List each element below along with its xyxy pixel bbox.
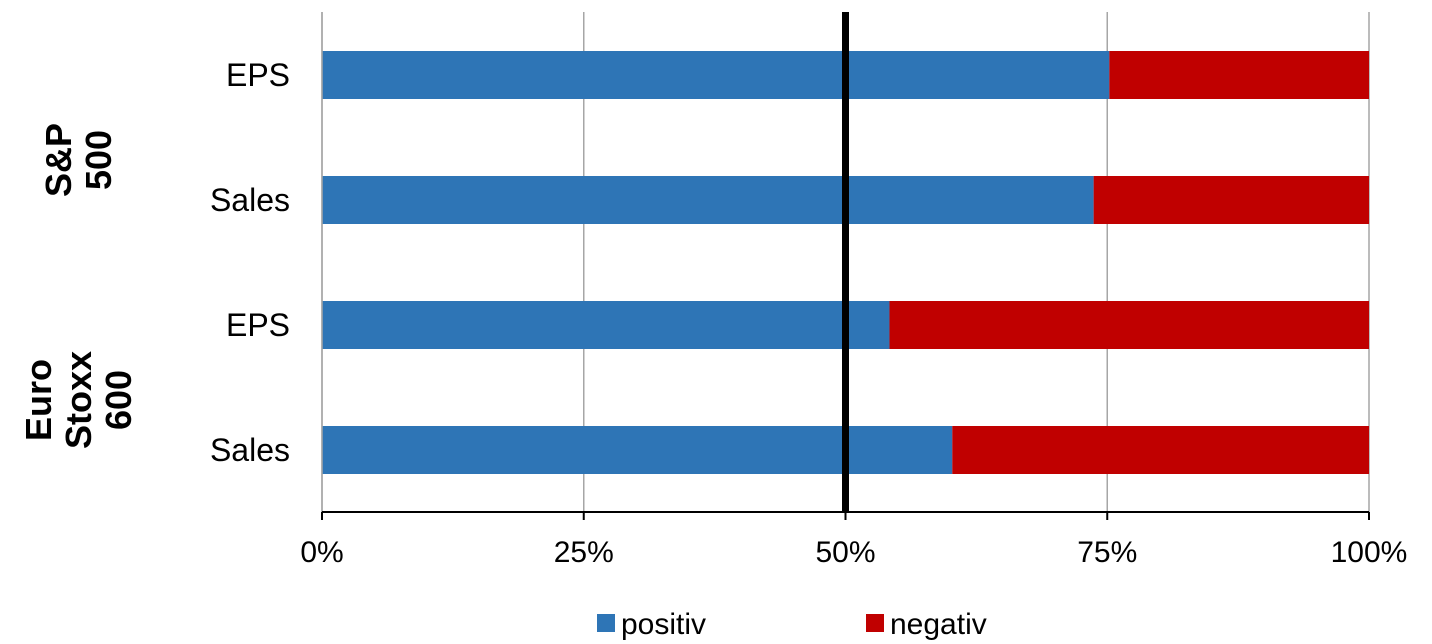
bars xyxy=(322,51,1369,474)
legend: positiv negativ xyxy=(597,608,987,641)
legend-item-positiv: positiv xyxy=(597,608,706,641)
bar-negativ-3 xyxy=(952,426,1369,474)
group-label-1-line-0: Euro xyxy=(18,359,59,441)
group-label-0-line-1: 500 xyxy=(78,130,119,190)
x-tick-label-1: 25% xyxy=(554,536,614,569)
bar-positiv-1 xyxy=(322,176,1094,224)
x-tick-label-0: 0% xyxy=(300,536,343,569)
legend-item-negativ: negativ xyxy=(866,608,987,641)
category-label-1: Sales xyxy=(210,182,290,218)
x-tick-label-2: 50% xyxy=(815,536,875,569)
category-label-0: EPS xyxy=(226,57,290,93)
bar-negativ-2 xyxy=(889,301,1369,349)
group-labels: S&P 500 Euro Stoxx 600 xyxy=(18,123,139,449)
legend-label-positiv: positiv xyxy=(621,608,706,641)
bar-positiv-0 xyxy=(322,51,1110,99)
bar-positiv-2 xyxy=(322,301,890,349)
group-label-0: S&P 500 xyxy=(38,123,119,197)
category-label-2: EPS xyxy=(226,307,290,343)
legend-swatch-negativ xyxy=(866,614,884,632)
x-tick-label-3: 75% xyxy=(1077,536,1137,569)
group-label-1: Euro Stoxx 600 xyxy=(18,351,139,449)
bar-negativ-0 xyxy=(1109,51,1369,99)
bar-positiv-3 xyxy=(322,426,953,474)
group-label-0-line-0: S&P xyxy=(38,123,79,197)
category-labels: EPS Sales EPS Sales xyxy=(210,57,290,468)
legend-label-negativ: negativ xyxy=(890,608,987,641)
category-label-3: Sales xyxy=(210,432,290,468)
group-label-1-line-2: 600 xyxy=(98,370,139,430)
legend-swatch-positiv xyxy=(597,614,615,632)
group-label-1-line-1: Stoxx xyxy=(58,351,99,449)
x-tick-label-4: 100% xyxy=(1331,536,1408,569)
bar-negativ-1 xyxy=(1093,176,1369,224)
